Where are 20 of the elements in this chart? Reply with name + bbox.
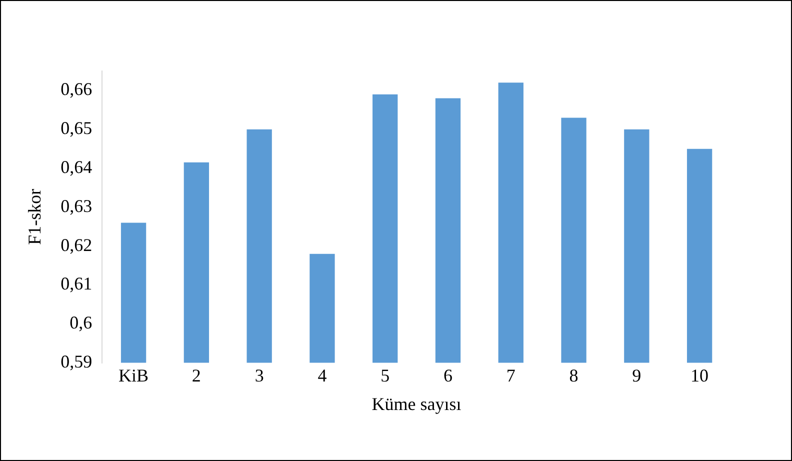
y-tick-label: 0,66: [60, 79, 92, 100]
x-tick-label: 4: [318, 365, 327, 386]
x-tick-label: 5: [380, 365, 390, 386]
x-tick-label: 2: [192, 365, 201, 386]
x-tick-label: 8: [569, 365, 578, 386]
y-tick-label: 0,65: [60, 118, 92, 138]
x-axis-title: Küme sayısı: [372, 394, 462, 414]
x-tick-label: 10: [690, 365, 709, 386]
x-tick-label: 9: [632, 365, 642, 386]
y-tick-label: 0,59: [60, 352, 92, 372]
y-tick-label: 0,61: [60, 274, 92, 294]
x-tick-label: 3: [254, 365, 264, 386]
y-tick-label: 0,6: [70, 312, 92, 333]
y-axis-title: F1-skor: [24, 188, 45, 245]
y-tick-label: 0,63: [60, 196, 92, 216]
x-tick-label: 6: [443, 365, 452, 386]
x-tick-label: 7: [506, 365, 516, 386]
y-tick-label: 0,64: [60, 157, 92, 177]
y-tick-label: 0,62: [60, 234, 92, 255]
x-tick-label: KiB: [118, 365, 149, 386]
